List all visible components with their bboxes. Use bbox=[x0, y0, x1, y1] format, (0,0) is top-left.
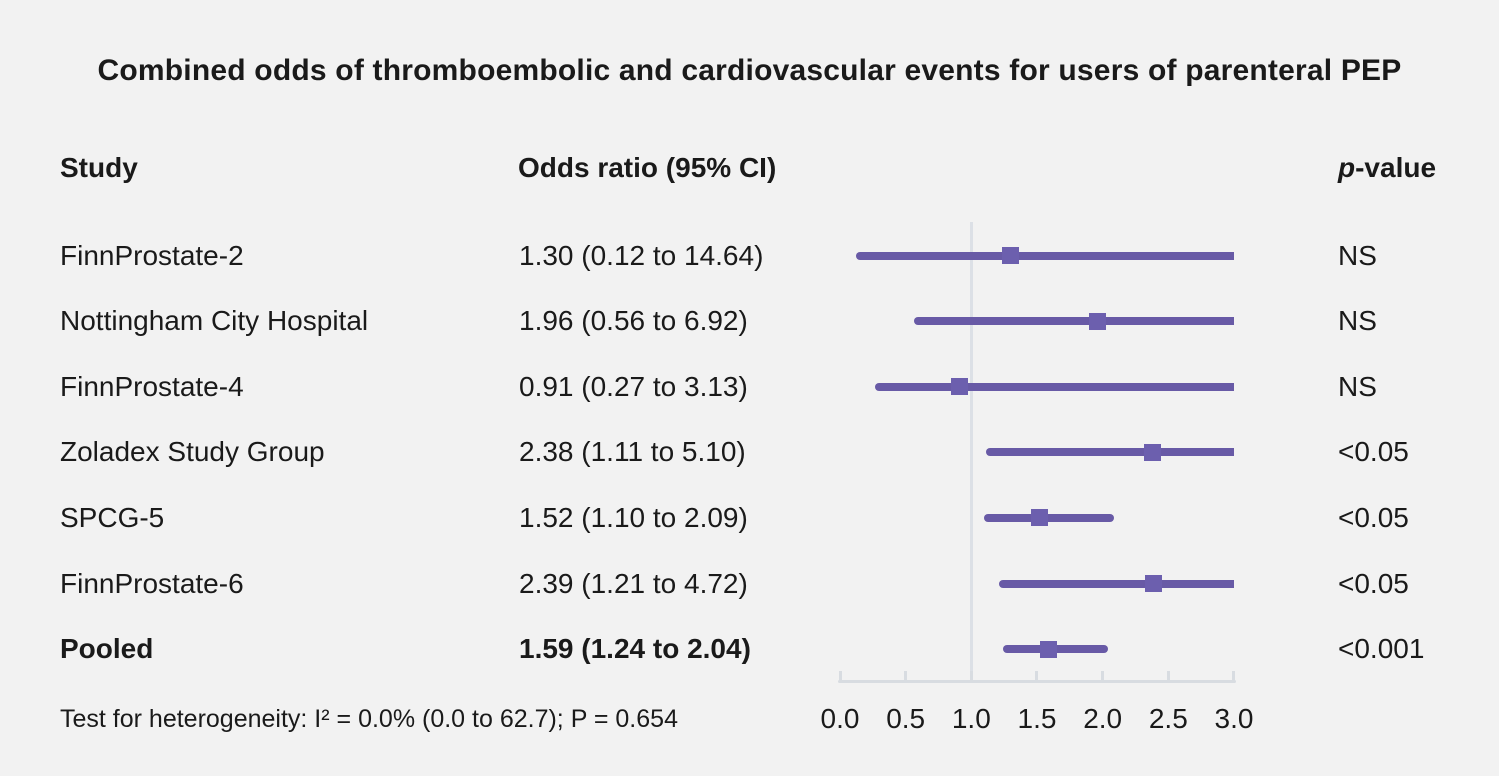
x-axis-tick-label: 3.0 bbox=[1214, 703, 1254, 734]
study-label: SPCG-5 bbox=[60, 501, 165, 533]
column-header-odds-ratio: Odds ratio (95% CI) bbox=[518, 152, 777, 183]
p-value: NS bbox=[1338, 239, 1377, 271]
odds-ratio-marker bbox=[1145, 575, 1163, 592]
odds-ratio-marker bbox=[1144, 443, 1162, 461]
heterogeneity-footnote: Test for heterogeneity: I² = 0.0% (0.0 t… bbox=[60, 705, 678, 733]
odds-ratio-marker bbox=[1040, 640, 1058, 658]
confidence-interval-bar bbox=[985, 448, 1234, 457]
x-axis-line bbox=[838, 680, 1236, 683]
odds-ratio-value: 1.96 (0.56 to 6.92) bbox=[519, 305, 748, 337]
odds-ratio-value: 2.39 (1.21 to 4.72) bbox=[519, 567, 748, 599]
confidence-interval-bar bbox=[998, 579, 1234, 588]
p-value: NS bbox=[1338, 370, 1377, 402]
x-axis-tick-label: 1.0 bbox=[951, 703, 991, 734]
confidence-interval-bar bbox=[855, 251, 1234, 260]
odds-ratio-marker bbox=[951, 378, 968, 396]
confidence-interval-bar bbox=[875, 382, 1234, 391]
x-axis-tick bbox=[1166, 671, 1170, 681]
x-axis-tick bbox=[1035, 671, 1039, 681]
study-label: Nottingham City Hospital bbox=[60, 305, 369, 337]
p-value: NS bbox=[1338, 305, 1377, 337]
x-axis-tick bbox=[1232, 671, 1236, 681]
odds-ratio-value: 1.59 (1.24 to 2.04) bbox=[519, 633, 751, 665]
x-axis-tick-label: 2.5 bbox=[1148, 703, 1188, 734]
confidence-interval-bar bbox=[984, 513, 1115, 522]
x-axis-tick-label: 0.0 bbox=[820, 703, 860, 734]
study-label: FinnProstate-6 bbox=[60, 567, 244, 599]
p-value-header-suffix: -value bbox=[1355, 152, 1437, 183]
x-axis-tick-label: 0.5 bbox=[886, 703, 926, 734]
odds-ratio-marker bbox=[1002, 247, 1020, 264]
study-label: FinnProstate-4 bbox=[60, 370, 244, 402]
p-value: <0.05 bbox=[1338, 501, 1409, 533]
x-axis-tick-label: 1.5 bbox=[1017, 703, 1057, 734]
odds-ratio-marker bbox=[1031, 509, 1049, 527]
p-value: <0.05 bbox=[1338, 436, 1409, 468]
x-axis-tick bbox=[1101, 671, 1105, 681]
odds-ratio-value: 1.30 (0.12 to 14.64) bbox=[519, 239, 764, 271]
x-axis-tick-label: 2.0 bbox=[1083, 703, 1123, 734]
x-axis-tick bbox=[838, 671, 842, 681]
x-axis-tick bbox=[904, 671, 908, 681]
column-header-study: Study bbox=[60, 152, 138, 183]
reference-line bbox=[969, 222, 973, 683]
p-value: <0.05 bbox=[1338, 567, 1409, 599]
study-label: Zoladex Study Group bbox=[60, 436, 325, 468]
odds-ratio-value: 1.52 (1.10 to 2.09) bbox=[519, 501, 748, 533]
study-label: FinnProstate-2 bbox=[60, 239, 244, 271]
x-axis-tick bbox=[969, 671, 973, 681]
study-label: Pooled bbox=[60, 633, 154, 665]
confidence-interval-bar bbox=[913, 317, 1234, 326]
odds-ratio-marker bbox=[1088, 312, 1106, 330]
chart-title: Combined odds of thromboembolic and card… bbox=[97, 54, 1402, 87]
p-value: <0.001 bbox=[1338, 633, 1425, 665]
odds-ratio-value: 0.91 (0.27 to 3.13) bbox=[519, 370, 748, 402]
column-header-p-value: p-value bbox=[1338, 151, 1436, 185]
p-value-header-italic-p: p bbox=[1338, 152, 1356, 183]
odds-ratio-value: 2.38 (1.11 to 5.10) bbox=[519, 436, 746, 468]
